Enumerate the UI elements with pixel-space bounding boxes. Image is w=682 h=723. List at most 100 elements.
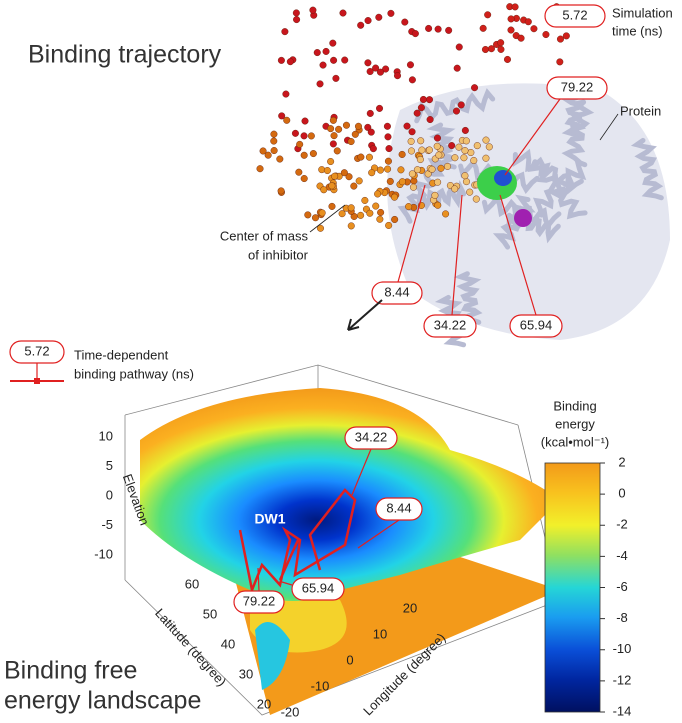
- latitude-tick: 60: [185, 576, 199, 591]
- point: [481, 45, 489, 53]
- point: [335, 125, 343, 133]
- point: [293, 16, 301, 24]
- time-box: [423, 314, 477, 338]
- colorbar-tick-label: -2: [616, 517, 628, 532]
- contour-region: [255, 622, 290, 690]
- point: [300, 175, 308, 183]
- helix: [453, 271, 483, 325]
- point: [542, 31, 550, 39]
- helix: [512, 148, 584, 195]
- time-tag: 8.44: [384, 284, 409, 299]
- point: [342, 121, 350, 129]
- point: [355, 177, 363, 185]
- time-box: [291, 577, 345, 601]
- arrow: [499, 194, 537, 316]
- point: [455, 143, 463, 151]
- point: [318, 209, 326, 217]
- point: [451, 154, 459, 162]
- point: [376, 68, 384, 76]
- point: [328, 182, 336, 190]
- point: [372, 64, 380, 72]
- top-title: Binding trajectory: [28, 41, 222, 69]
- point: [357, 153, 365, 161]
- elevation-tick: -5: [101, 517, 113, 532]
- longitude-tick: 0: [346, 652, 353, 667]
- arrow: [357, 519, 400, 549]
- point: [333, 147, 341, 155]
- point: [270, 130, 278, 138]
- label: Simulation: [612, 5, 673, 20]
- point: [341, 56, 349, 64]
- point: [313, 49, 321, 57]
- longitude-tick: 20: [403, 600, 417, 615]
- point: [448, 142, 456, 150]
- point: [453, 64, 461, 72]
- point: [384, 157, 392, 165]
- arrow: [397, 184, 426, 283]
- point: [442, 210, 450, 218]
- point: [382, 65, 390, 73]
- point: [350, 182, 358, 190]
- point: [372, 202, 380, 210]
- point: [461, 126, 469, 134]
- point: [278, 112, 286, 120]
- point: [406, 61, 414, 69]
- helix: [561, 99, 595, 165]
- point: [347, 204, 355, 212]
- point: [322, 47, 330, 55]
- point: [398, 178, 406, 186]
- point: [397, 166, 405, 174]
- point: [408, 170, 416, 178]
- point: [507, 15, 515, 23]
- arrow: [451, 194, 463, 316]
- point: [338, 210, 346, 218]
- bound-cluster-core: [494, 170, 512, 186]
- point: [417, 137, 425, 145]
- longitude-tick: -20: [281, 704, 300, 719]
- elevation-tick: 10: [99, 428, 113, 443]
- point: [433, 134, 441, 142]
- point: [366, 68, 374, 76]
- time-tag: 5.72: [562, 7, 587, 22]
- point: [413, 166, 421, 174]
- point: [323, 167, 331, 175]
- point: [270, 137, 278, 145]
- longitude-tick: 10: [373, 626, 387, 641]
- pointer: [599, 113, 619, 141]
- point: [383, 122, 391, 130]
- point: [331, 172, 339, 180]
- point: [444, 162, 452, 170]
- point: [309, 150, 317, 158]
- point: [329, 140, 337, 148]
- point: [281, 28, 289, 36]
- point: [291, 129, 299, 137]
- point: [511, 3, 519, 11]
- arrow: [504, 98, 561, 176]
- point: [461, 147, 469, 155]
- point: [391, 215, 399, 223]
- point: [445, 26, 453, 34]
- latitude-tick: 40: [221, 636, 235, 651]
- point: [387, 9, 395, 17]
- point: [365, 153, 373, 161]
- point: [327, 125, 335, 133]
- point: [473, 142, 481, 150]
- point: [435, 151, 443, 159]
- point: [376, 215, 384, 223]
- point: [364, 17, 372, 25]
- helix: [630, 137, 664, 201]
- point: [437, 164, 445, 172]
- point: [467, 149, 475, 157]
- point: [311, 214, 319, 222]
- point: [470, 156, 478, 164]
- point: [295, 168, 303, 176]
- point: [452, 107, 460, 115]
- point: [556, 58, 564, 66]
- point: [484, 11, 492, 19]
- point: [562, 32, 570, 40]
- colorbar-tick-label: -8: [616, 610, 628, 625]
- arrow: [257, 567, 260, 592]
- point: [264, 151, 272, 159]
